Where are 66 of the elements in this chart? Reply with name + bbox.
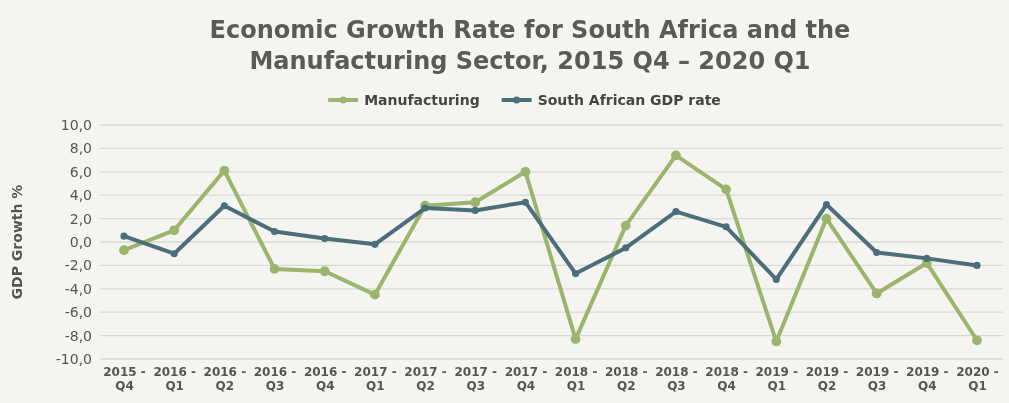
point: [269, 264, 280, 274]
point: [319, 266, 330, 277]
point: [120, 232, 128, 240]
point: [873, 248, 881, 257]
point: [521, 198, 529, 206]
x-tick-label: 2015 - Q4: [103, 364, 146, 393]
y-tick-label: -4,0: [64, 280, 92, 297]
y-tick-label: 6,0: [69, 163, 92, 180]
point: [672, 208, 680, 216]
point: [219, 165, 230, 176]
y-tick-label: 4,0: [69, 187, 92, 204]
y-axis-title: GDP Growth %: [9, 184, 25, 300]
point: [470, 197, 481, 208]
x-tick-label: 2016 - Q3: [253, 364, 297, 393]
x-tick-label: 2019 - Q1: [755, 364, 799, 393]
x-tick-label: 2020 - Q1: [956, 364, 999, 393]
legend-label: South African GDP rate: [537, 92, 721, 108]
point: [421, 204, 429, 212]
point: [321, 234, 329, 243]
y-tick-label: 10,0: [60, 116, 92, 133]
point: [620, 220, 631, 231]
point: [119, 245, 129, 256]
x-tick-label: 2018 - Q1: [554, 364, 598, 393]
point: [923, 254, 931, 262]
x-tick-label: 2018 - Q2: [604, 364, 648, 393]
y-tick-label: -10,0: [55, 350, 92, 367]
point: [471, 206, 479, 214]
x-tick-label: 2017 - Q4: [504, 364, 548, 393]
point: [170, 250, 178, 258]
x-tick-label: 2017 - Q3: [454, 364, 498, 393]
point: [370, 289, 380, 300]
point: [722, 223, 730, 231]
point: [821, 213, 832, 224]
point: [220, 202, 228, 210]
chart-title: Economic Growth Rate for South Africa and the Manufacturing Sector, 2015 Q4 – 2020 Q1: [209, 16, 851, 75]
point: [520, 166, 531, 177]
point: [721, 184, 731, 195]
y-tick-label: -8,0: [64, 327, 92, 344]
x-tick-label: 2019 - Q3: [855, 364, 899, 393]
x-tick-label: 2019 - Q4: [906, 364, 949, 393]
y-tick-label: -2,0: [64, 257, 92, 274]
point: [169, 225, 180, 236]
point: [570, 334, 581, 344]
x-tick-label: 2018 - Q3: [655, 364, 698, 393]
x-tick-label: 2016 - Q4: [303, 364, 347, 393]
legend-label: Manufacturing: [364, 92, 480, 108]
y-tick-label: 8,0: [69, 140, 92, 157]
point: [772, 275, 780, 283]
point: [622, 244, 630, 252]
x-tick-label: 2017 - Q1: [354, 364, 397, 393]
point: [371, 240, 379, 248]
y-tick-label: -6,0: [64, 304, 92, 321]
x-tick-label: 2019 - Q2: [805, 364, 849, 393]
x-tick-label: 2017 - Q2: [404, 364, 447, 393]
y-tick-label: 2,0: [69, 210, 92, 227]
point: [822, 201, 831, 209]
point: [671, 150, 681, 161]
y-tick-label: 0,0: [69, 233, 92, 250]
point: [972, 335, 982, 346]
point: [973, 261, 981, 269]
x-tick-label: 2018 - Q4: [705, 364, 748, 393]
point: [572, 270, 580, 278]
x-tick-label: 2016 - Q1: [153, 364, 196, 393]
x-tick-label: 2016 - Q2: [203, 364, 247, 393]
point: [871, 288, 882, 299]
point: [270, 227, 279, 236]
